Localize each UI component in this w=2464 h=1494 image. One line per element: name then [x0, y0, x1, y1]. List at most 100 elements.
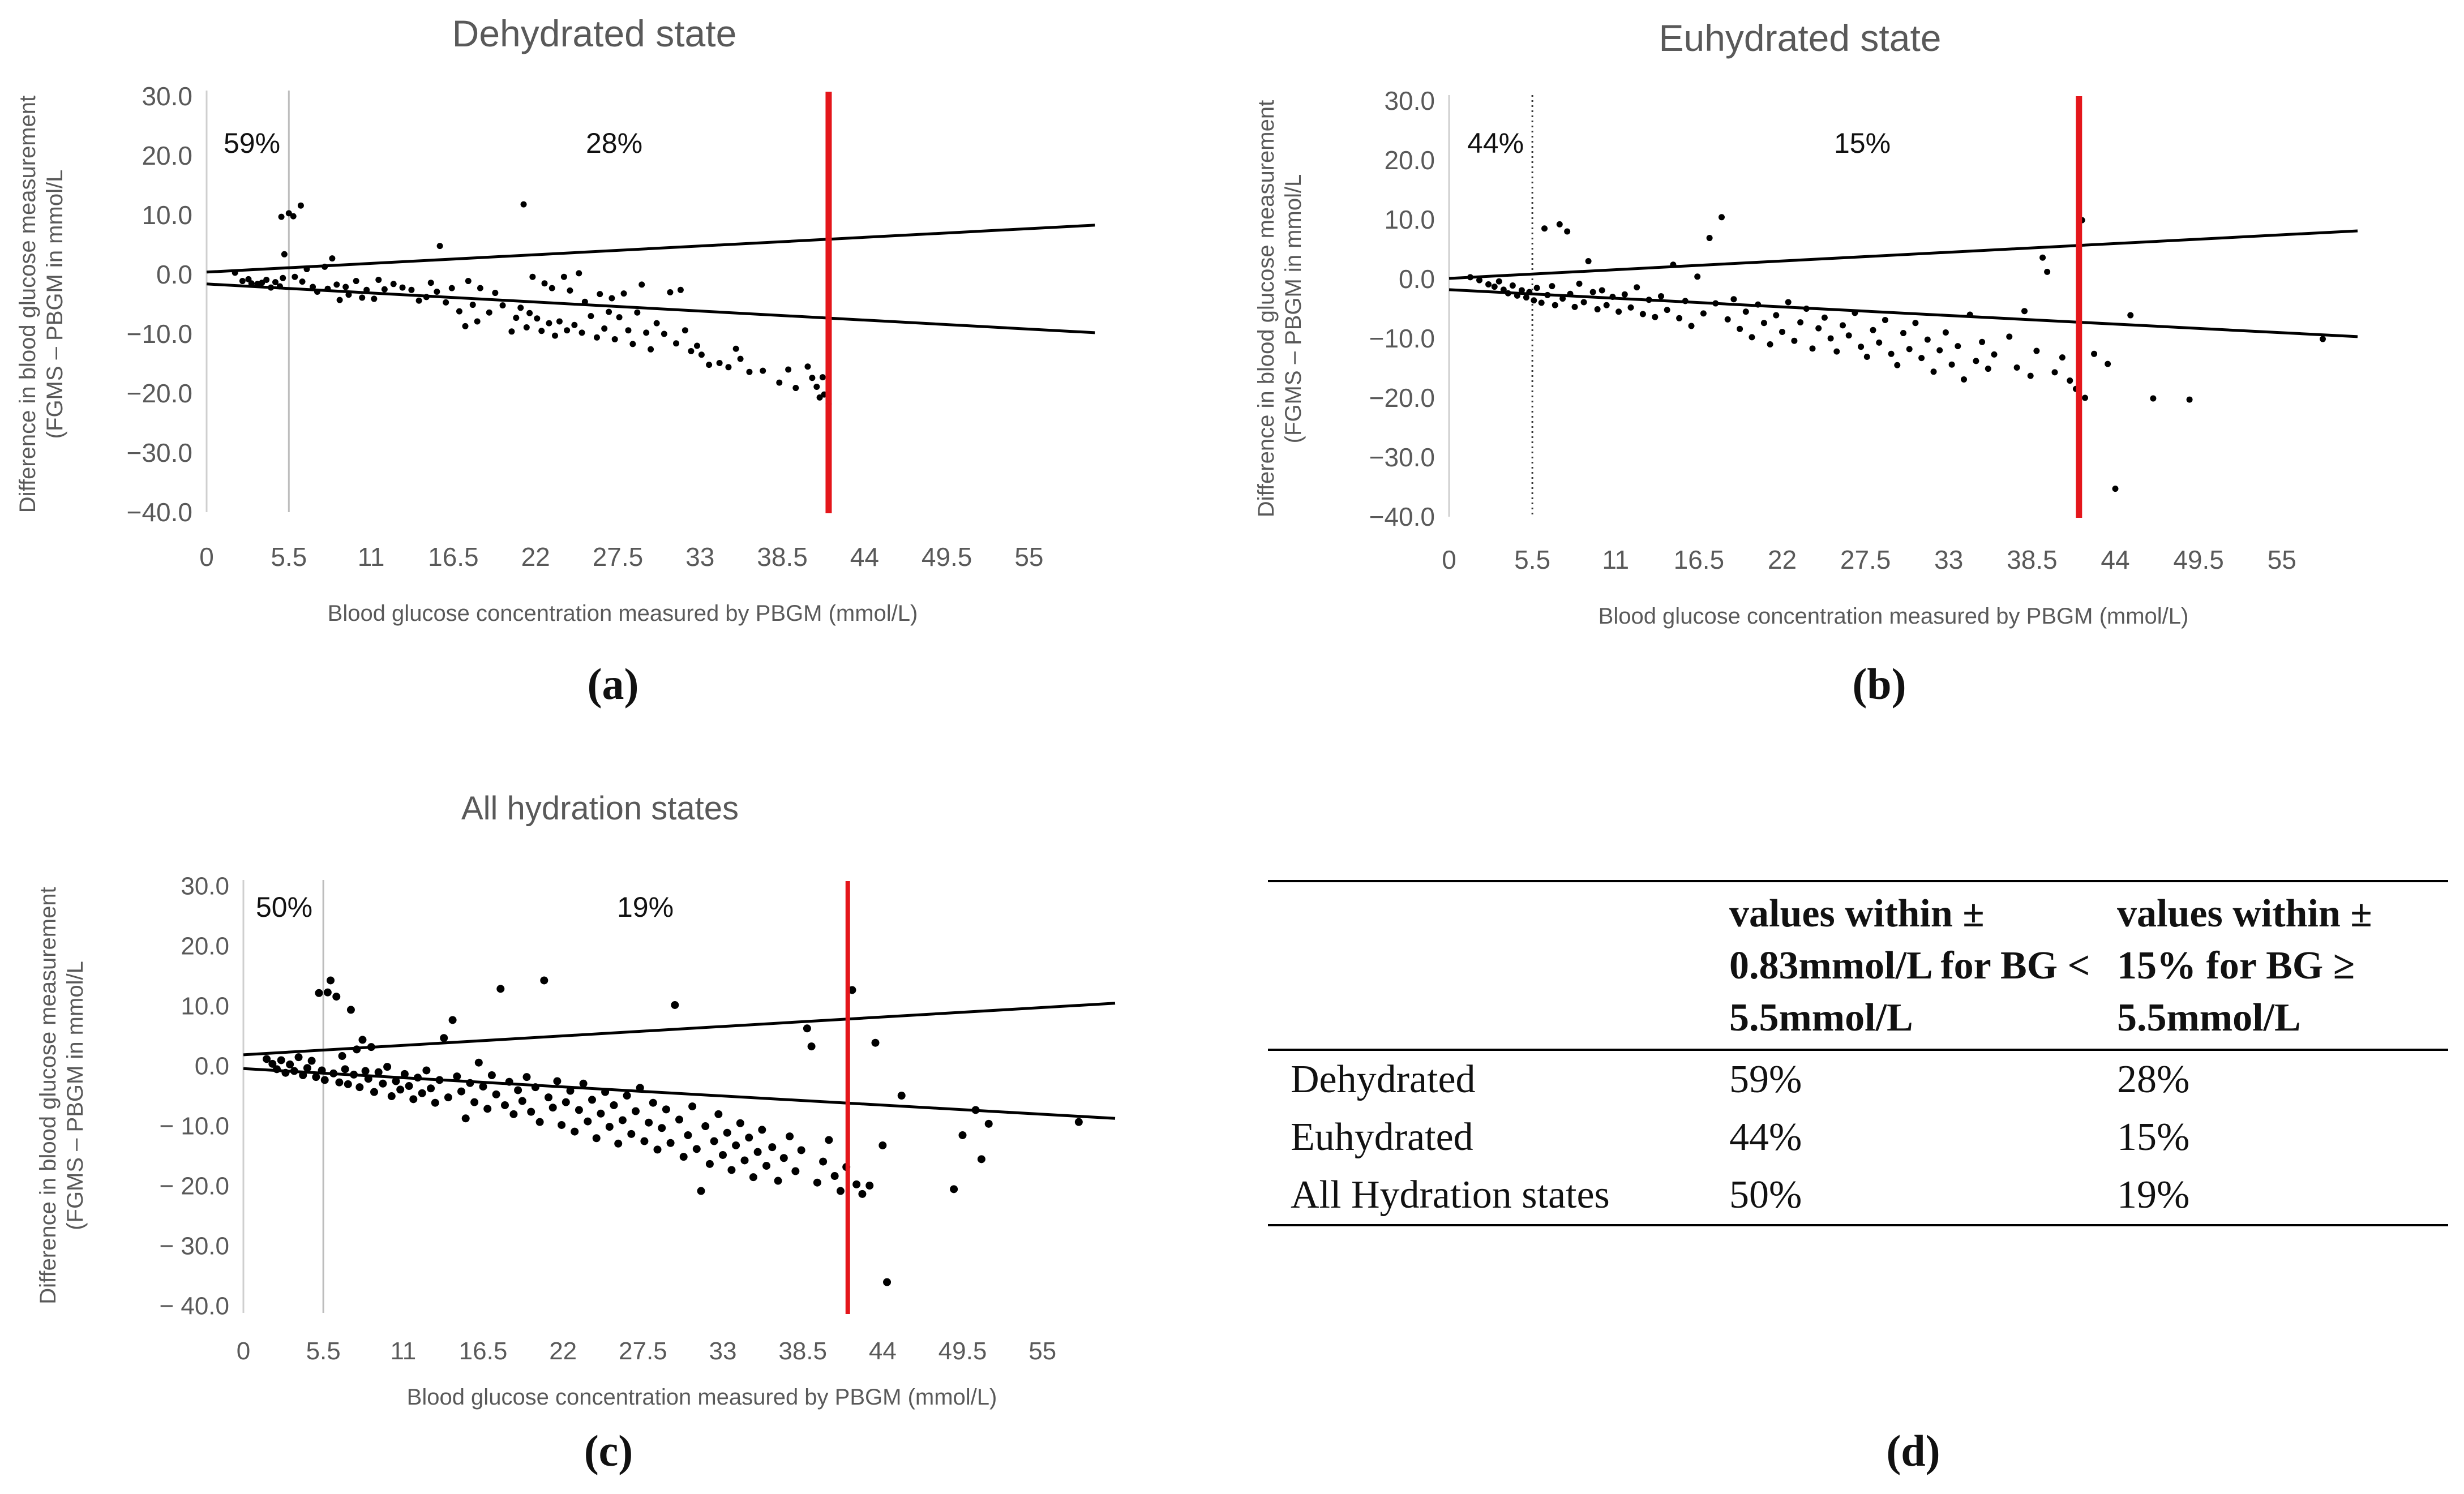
data-point: [1634, 284, 1640, 291]
data-point: [505, 1077, 513, 1086]
table-header-empty: [1268, 881, 1707, 1050]
data-point: [1706, 235, 1713, 242]
data-point: [1564, 228, 1571, 235]
data-point: [1580, 299, 1587, 306]
data-point: [390, 281, 397, 287]
data-point: [273, 1065, 281, 1074]
chart-title: Euhydrated state: [1659, 17, 1942, 59]
data-point: [278, 213, 285, 220]
data-point: [492, 290, 499, 297]
data-point: [477, 285, 483, 291]
right-region-percent: 19%: [617, 891, 674, 923]
data-point: [1700, 310, 1707, 317]
x-tick-label: 44: [850, 542, 879, 572]
data-point: [897, 1092, 906, 1100]
data-point: [579, 1079, 588, 1088]
data-point: [2027, 372, 2034, 379]
data-point: [1991, 351, 1998, 358]
x-tick-label: 11: [358, 542, 385, 572]
data-point: [662, 1105, 670, 1114]
data-point: [329, 1069, 338, 1077]
data-point: [396, 1085, 405, 1094]
data-point: [1760, 320, 1767, 327]
data-point: [443, 299, 449, 306]
data-point: [1533, 285, 1540, 291]
limit-line: [1449, 229, 2358, 280]
data-point: [745, 1134, 753, 1142]
data-point: [1809, 345, 1816, 352]
data-point: [499, 302, 506, 309]
y-tick-label: −40.0: [127, 497, 192, 527]
data-point: [682, 327, 688, 334]
data-point: [649, 1098, 657, 1107]
data-point: [1694, 273, 1701, 280]
data-point: [645, 1118, 653, 1127]
y-tick-label: 10.0: [181, 992, 229, 1020]
data-point: [479, 1083, 487, 1091]
x-tick-label: 33: [1934, 545, 1963, 574]
data-point: [474, 1058, 483, 1067]
data-point: [320, 1076, 329, 1084]
y-tick-label: −10.0: [127, 319, 192, 349]
data-point: [329, 255, 336, 262]
y-tick-label: −20.0: [1369, 383, 1435, 413]
data-point: [2033, 347, 2040, 354]
y-axis-label-line2: (FGMS – PBGM in mmol/L: [1281, 174, 1306, 444]
data-point: [1712, 300, 1719, 307]
data-point: [1767, 341, 1773, 347]
data-point: [1985, 366, 1991, 372]
data-point: [520, 201, 527, 208]
data-point: [723, 1128, 731, 1137]
data-point: [588, 1096, 596, 1104]
data-point: [1652, 314, 1659, 320]
data-point: [1514, 292, 1520, 299]
data-point: [732, 1141, 740, 1149]
table-cell-low: 50%: [1729, 1173, 1802, 1217]
chart-panel-b: Euhydrated state 30.0 20.0 10.0 0.0 −10.0 −20.…: [1254, 17, 2358, 629]
data-point: [263, 1055, 271, 1063]
data-point: [1676, 315, 1683, 321]
data-point: [292, 273, 298, 280]
data-point: [1906, 346, 1913, 353]
x-tick-label: 49.5: [939, 1337, 987, 1365]
data-point: [462, 323, 469, 329]
right-region-percent: 15%: [1834, 127, 1891, 159]
data-point: [643, 329, 650, 336]
data-point: [813, 383, 820, 390]
data-point: [444, 1093, 452, 1102]
data-point: [593, 334, 600, 341]
chart-title: Dehydrated state: [452, 12, 737, 54]
data-point: [1942, 329, 1949, 336]
data-point: [736, 1119, 744, 1127]
y-axis-label-line1: Difference in blood glucose measurement: [1254, 100, 1279, 517]
data-point: [1840, 322, 1846, 329]
y-tick-label: −40.0: [1369, 502, 1435, 531]
data-point: [2013, 364, 2020, 371]
data-point: [534, 315, 541, 322]
data-point: [816, 394, 823, 401]
data-point: [427, 280, 434, 286]
x-axis-label: Blood glucose concentration measured by …: [407, 1385, 997, 1410]
table-cell-state: Euhydrated: [1291, 1115, 1473, 1159]
data-point: [1658, 293, 1664, 299]
data-point: [1852, 310, 1858, 316]
data-point: [984, 1119, 993, 1128]
data-point: [1961, 376, 1967, 383]
data-point: [1645, 297, 1652, 303]
data-point: [566, 1087, 575, 1095]
data-point: [379, 1079, 387, 1088]
y-tick-label: 30.0: [1384, 86, 1435, 115]
x-tick-label: 5.5: [306, 1337, 341, 1365]
data-point: [248, 280, 255, 287]
data-point: [1589, 289, 1596, 295]
data-point: [1930, 368, 1937, 375]
data-point: [672, 340, 679, 347]
data-point: [371, 295, 378, 302]
data-point: [786, 1132, 794, 1141]
data-point: [1797, 319, 1804, 326]
x-tick-label: 22: [549, 1337, 577, 1365]
data-point: [535, 1118, 544, 1126]
data-point: [1594, 306, 1601, 313]
limit-line: [206, 224, 1095, 274]
x-tick-label: 22: [1768, 545, 1797, 574]
